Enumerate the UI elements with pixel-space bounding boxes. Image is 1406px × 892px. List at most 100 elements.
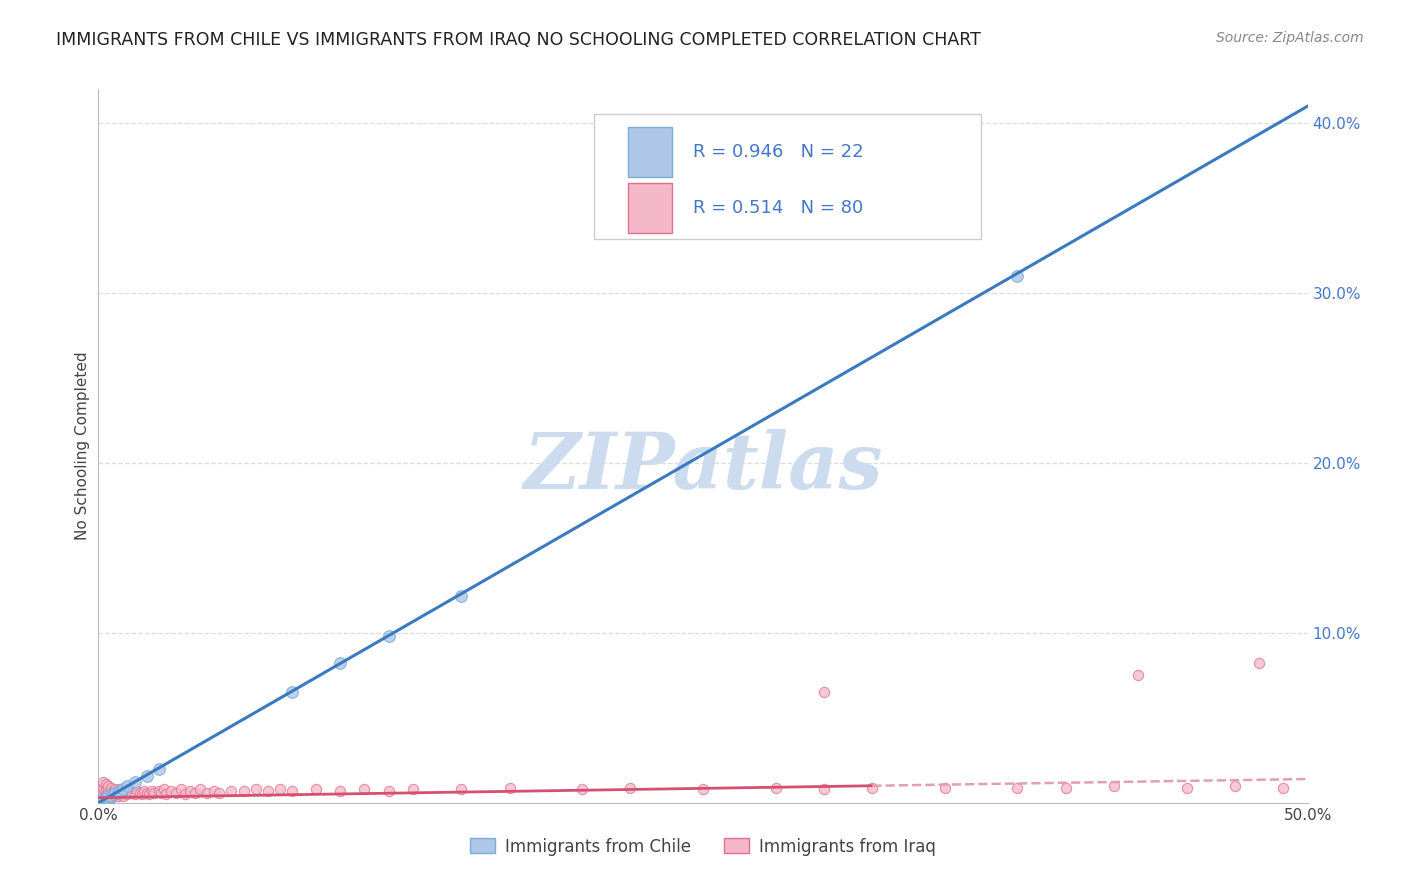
- Point: [269, 782, 291, 797]
- Point: [124, 775, 146, 789]
- Point: [305, 782, 328, 797]
- Point: [174, 787, 197, 801]
- Point: [143, 786, 166, 800]
- Point: [124, 787, 146, 801]
- Point: [91, 775, 114, 789]
- Point: [152, 782, 174, 797]
- Point: [329, 657, 352, 671]
- Point: [94, 782, 117, 797]
- Point: [104, 786, 127, 800]
- Point: [128, 786, 150, 800]
- FancyBboxPatch shape: [628, 128, 672, 178]
- Point: [208, 786, 231, 800]
- Point: [402, 782, 425, 797]
- Point: [204, 784, 226, 798]
- Point: [90, 794, 112, 808]
- Point: [97, 784, 120, 798]
- Point: [256, 784, 278, 798]
- Point: [107, 784, 129, 798]
- Point: [619, 780, 641, 795]
- Point: [104, 782, 127, 797]
- Point: [97, 789, 120, 803]
- Point: [97, 790, 120, 805]
- Point: [108, 782, 131, 797]
- Point: [121, 786, 143, 800]
- Point: [101, 787, 124, 801]
- Point: [138, 787, 160, 801]
- FancyBboxPatch shape: [628, 183, 672, 233]
- Point: [101, 784, 124, 798]
- Point: [571, 782, 593, 797]
- Point: [94, 777, 117, 791]
- Point: [100, 790, 122, 805]
- Y-axis label: No Schooling Completed: No Schooling Completed: [75, 351, 90, 541]
- Point: [127, 784, 149, 798]
- Point: [100, 789, 122, 803]
- Point: [184, 786, 207, 800]
- Text: R = 0.946   N = 22: R = 0.946 N = 22: [693, 144, 863, 161]
- Point: [169, 782, 191, 797]
- Text: Source: ZipAtlas.com: Source: ZipAtlas.com: [1216, 31, 1364, 45]
- Point: [450, 589, 472, 603]
- Point: [117, 779, 139, 793]
- Point: [111, 782, 134, 797]
- Point: [108, 787, 131, 801]
- Point: [148, 762, 170, 776]
- Point: [101, 789, 124, 803]
- Text: IMMIGRANTS FROM CHILE VS IMMIGRANTS FROM IRAQ NO SCHOOLING COMPLETED CORRELATION: IMMIGRANTS FROM CHILE VS IMMIGRANTS FROM…: [56, 31, 981, 49]
- Point: [281, 685, 304, 699]
- Point: [1128, 668, 1150, 682]
- Point: [232, 784, 254, 798]
- Point: [692, 782, 714, 797]
- Point: [100, 786, 122, 800]
- Point: [188, 782, 211, 797]
- Point: [108, 784, 131, 798]
- Point: [148, 784, 170, 798]
- Point: [934, 780, 956, 795]
- Point: [90, 782, 112, 797]
- Point: [94, 790, 117, 805]
- Point: [114, 786, 136, 800]
- Point: [1007, 269, 1029, 284]
- Point: [104, 787, 127, 801]
- Point: [353, 782, 375, 797]
- Point: [195, 786, 218, 800]
- Point: [118, 784, 141, 798]
- Point: [131, 787, 153, 801]
- Point: [90, 787, 112, 801]
- Point: [100, 780, 122, 795]
- Text: R = 0.514   N = 80: R = 0.514 N = 80: [693, 199, 863, 217]
- Text: ZIPatlas: ZIPatlas: [523, 429, 883, 506]
- Point: [498, 780, 520, 795]
- Point: [813, 685, 835, 699]
- Point: [111, 789, 134, 803]
- Point: [150, 786, 173, 800]
- Point: [160, 784, 183, 798]
- Point: [134, 784, 156, 798]
- Point: [1007, 780, 1029, 795]
- Point: [117, 787, 139, 801]
- Point: [165, 786, 187, 800]
- FancyBboxPatch shape: [595, 114, 981, 239]
- Point: [1175, 780, 1198, 795]
- Point: [1102, 779, 1125, 793]
- Point: [1272, 780, 1295, 795]
- Point: [94, 792, 117, 806]
- Point: [179, 784, 201, 798]
- Point: [91, 794, 114, 808]
- Point: [97, 789, 120, 803]
- Point: [450, 782, 472, 797]
- Point: [377, 784, 399, 798]
- Point: [329, 784, 352, 798]
- Point: [155, 787, 177, 801]
- Point: [1249, 657, 1271, 671]
- Point: [1054, 780, 1077, 795]
- Point: [91, 780, 114, 795]
- Point: [135, 786, 157, 800]
- Point: [141, 784, 163, 798]
- Legend: Immigrants from Chile, Immigrants from Iraq: Immigrants from Chile, Immigrants from I…: [463, 831, 943, 863]
- Point: [107, 789, 129, 803]
- Point: [813, 782, 835, 797]
- Point: [377, 629, 399, 643]
- Point: [107, 786, 129, 800]
